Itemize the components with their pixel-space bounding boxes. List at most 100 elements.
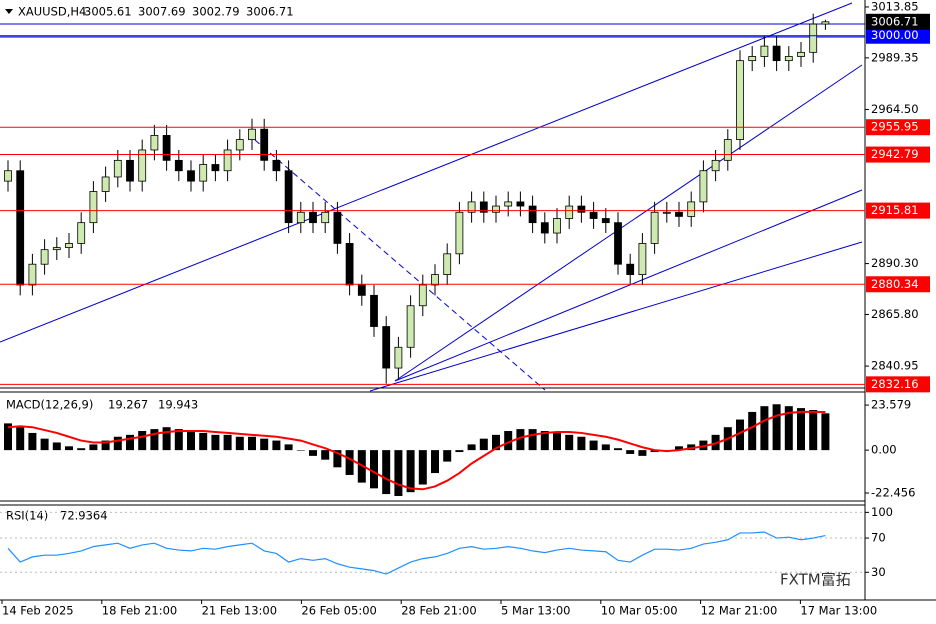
x-tick-label: 14 Feb 2025 xyxy=(2,604,74,618)
macd-bar xyxy=(418,450,427,485)
macd-bar xyxy=(89,444,98,451)
trend-line xyxy=(394,64,863,382)
candle-body xyxy=(699,170,708,203)
candle-body xyxy=(370,294,378,327)
macd-bar xyxy=(797,408,805,451)
macd-bar xyxy=(4,423,12,451)
macd-bar xyxy=(248,436,256,451)
level-price-label: 2832.16 xyxy=(871,377,919,391)
macd-bar xyxy=(370,450,378,489)
macd-label: MACD(12,26,9) xyxy=(6,398,93,412)
macd-bar xyxy=(467,444,476,451)
y-tick-label: 100 xyxy=(871,505,893,519)
macd-bar xyxy=(577,436,586,451)
macd-bar xyxy=(52,442,61,451)
candle-body xyxy=(577,205,586,213)
candle-body xyxy=(540,222,549,234)
level-price-box xyxy=(866,376,930,393)
y-tick-label: -22.456 xyxy=(871,486,915,500)
macd-bar xyxy=(321,450,330,460)
candle-body xyxy=(138,149,147,182)
macd-bar xyxy=(211,434,220,451)
macd-bar xyxy=(16,427,25,451)
macd-bar xyxy=(150,429,159,451)
rsi-line xyxy=(7,531,826,575)
macd-bar xyxy=(589,440,598,451)
level-price-box xyxy=(866,146,930,163)
candle-body xyxy=(760,45,769,57)
candle-body xyxy=(516,201,525,207)
trend-line xyxy=(394,189,863,382)
macd-bar xyxy=(748,411,757,451)
candle-body xyxy=(601,218,610,224)
menu-arrow[interactable] xyxy=(5,9,13,14)
signal-line xyxy=(7,410,826,491)
candle-body xyxy=(492,205,500,213)
macd-bar xyxy=(553,432,561,451)
macd-bar xyxy=(345,450,354,475)
candle-body xyxy=(174,159,183,172)
trend-line xyxy=(0,2,853,343)
frame xyxy=(0,0,936,601)
candle-body xyxy=(406,305,415,348)
candle-body xyxy=(736,60,744,140)
macd-bar xyxy=(77,448,86,451)
rsi-label: RSI(14) xyxy=(6,509,48,523)
macd-bar xyxy=(296,450,305,451)
y-tick-label: 2840.95 xyxy=(871,359,919,373)
macd-bar xyxy=(272,440,281,451)
candle-body xyxy=(638,243,647,275)
candle-body xyxy=(748,56,757,62)
candle-body xyxy=(89,191,98,224)
candle-body xyxy=(77,222,86,244)
y-tick-label: 30 xyxy=(871,565,886,579)
candle-body xyxy=(16,170,25,286)
macd-bar xyxy=(309,450,317,456)
x-tick-label: 5 Mar 13:00 xyxy=(501,604,570,618)
macd-bar xyxy=(174,429,183,451)
macd-bar xyxy=(223,434,232,451)
candle-body xyxy=(321,211,330,224)
header-open: 3005.61 xyxy=(84,5,132,19)
trend-line xyxy=(254,139,546,391)
candle-body xyxy=(272,159,281,172)
macd-bar xyxy=(784,406,793,451)
level-price-label: 2955.95 xyxy=(871,120,919,134)
macd-bar xyxy=(528,429,537,451)
candle-body xyxy=(260,128,269,161)
candle-body xyxy=(52,247,61,251)
candle-body xyxy=(296,211,305,224)
candle-body xyxy=(614,222,622,265)
candle-body xyxy=(187,170,195,182)
macd-bar xyxy=(28,432,37,451)
macd-bar xyxy=(40,438,49,451)
candle-body xyxy=(797,51,805,57)
y-tick-label: 2865.80 xyxy=(871,307,919,321)
last-price-label: 3006.71 xyxy=(871,14,919,28)
x-tick-label: 10 Mar 05:00 xyxy=(601,604,678,618)
signal-value: 19.943 xyxy=(158,398,198,412)
candle-body xyxy=(479,201,488,213)
header-low: 3002.79 xyxy=(192,5,240,19)
macd-bar xyxy=(394,450,403,496)
candle-body xyxy=(809,23,818,53)
macd-bar xyxy=(540,431,549,451)
trend-line xyxy=(369,241,863,392)
candle-body xyxy=(626,263,635,275)
macd-bar xyxy=(504,431,513,451)
macd-bar xyxy=(65,446,73,451)
x-tick-label: 12 Mar 21:00 xyxy=(701,604,778,618)
macd-bar xyxy=(455,450,464,453)
macd-bar xyxy=(479,438,488,451)
macd-bar xyxy=(333,450,342,468)
y-tick-label: 3013.85 xyxy=(871,0,919,13)
watermark: FXTM富拓 xyxy=(780,571,851,589)
candle-body xyxy=(723,139,732,161)
candle-body xyxy=(455,211,464,255)
candle-body xyxy=(528,205,537,224)
candle-body xyxy=(248,128,256,140)
candle-body xyxy=(504,201,513,207)
candle-body xyxy=(28,263,37,286)
candle-body xyxy=(431,274,439,286)
